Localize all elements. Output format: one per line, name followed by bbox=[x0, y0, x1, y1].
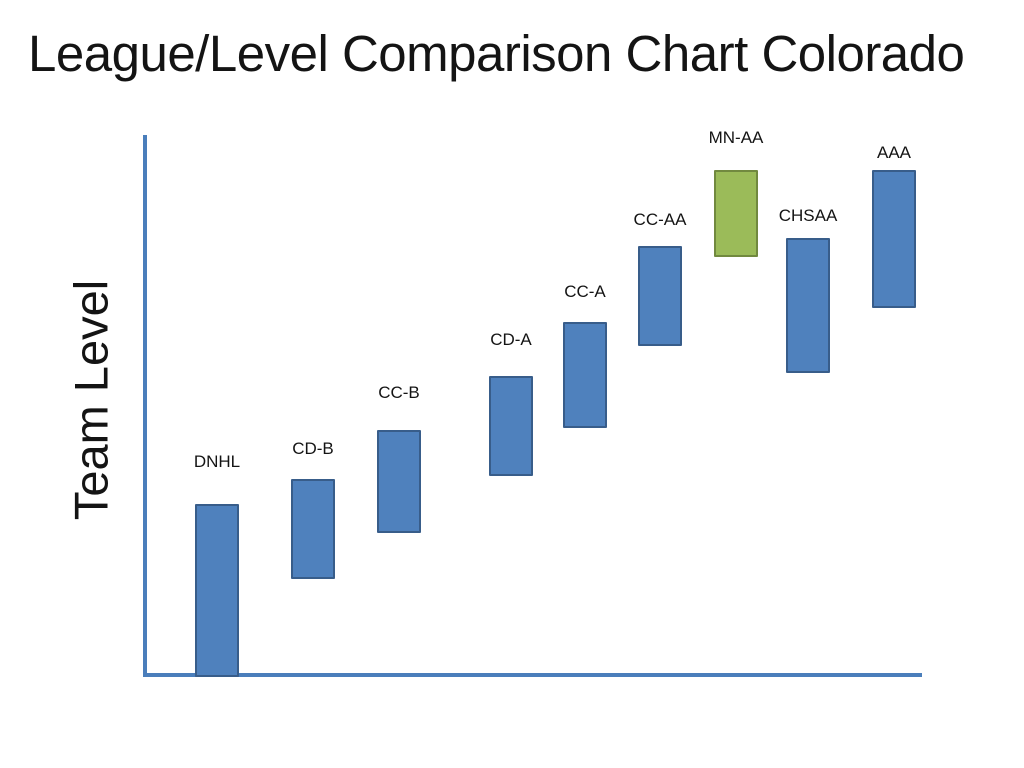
y-axis-title: Team Level bbox=[64, 279, 118, 521]
chart-bar-cd-b bbox=[291, 479, 335, 580]
chart-bar-mn-aa bbox=[714, 170, 758, 257]
bar-label-cc-a: CC-A bbox=[564, 282, 606, 301]
chart-bar-cc-a bbox=[563, 321, 607, 428]
bar-label-dnhl: DNHL bbox=[193, 452, 241, 471]
y-axis-line bbox=[143, 135, 147, 677]
chart-bar-cc-b bbox=[377, 430, 421, 534]
bar-label-cc-b: CC-B bbox=[378, 383, 420, 402]
chart-bar-dnhl bbox=[195, 503, 239, 677]
chart-bar-cd-a bbox=[489, 376, 533, 477]
x-axis-line bbox=[143, 673, 922, 677]
bar-label-cc-aa: CC-AA bbox=[633, 210, 687, 229]
chart-title: League/Level Comparison Chart Colorado bbox=[28, 25, 965, 82]
chart-bar-chsaa bbox=[786, 237, 830, 374]
chart-bar-aaa bbox=[872, 170, 916, 309]
bar-label-cd-b: CD-B bbox=[292, 439, 334, 458]
bar-label-aaa: AAA bbox=[876, 143, 912, 162]
bar-label-chsaa: CHSAA bbox=[778, 206, 838, 225]
chart-bar-cc-aa bbox=[638, 246, 682, 347]
bar-label-mn-aa: MN-AA bbox=[708, 128, 764, 147]
bar-label-cd-a: CD-A bbox=[490, 330, 532, 349]
